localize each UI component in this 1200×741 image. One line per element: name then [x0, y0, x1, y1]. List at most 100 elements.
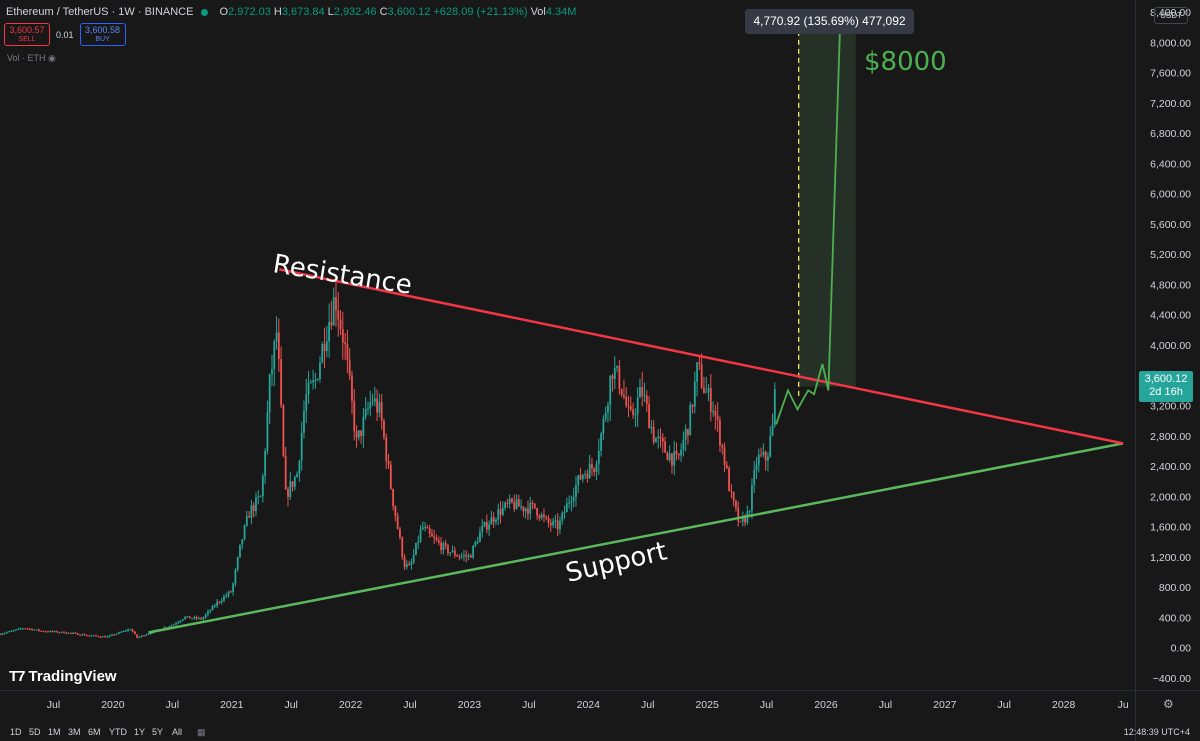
- candle-body: [83, 634, 86, 636]
- tradingview-logo[interactable]: T7 TradingView: [9, 668, 117, 685]
- candle-body: [101, 636, 104, 638]
- candle-body: [682, 439, 685, 450]
- candle-body: [716, 415, 719, 420]
- candle-body: [380, 402, 383, 421]
- candle-body: [21, 628, 24, 630]
- candle-body: [3, 633, 6, 635]
- candle-body: [559, 520, 561, 530]
- candle-body: [579, 475, 582, 480]
- candle-body: [490, 517, 493, 525]
- candle-body: [572, 497, 575, 501]
- range-1d[interactable]: 1D: [10, 727, 22, 737]
- candle-body: [495, 519, 497, 522]
- candle-body: [111, 634, 113, 636]
- candle-body: [760, 454, 762, 456]
- candle-body: [428, 528, 431, 534]
- candle-body: [474, 542, 477, 546]
- candle-body: [504, 502, 507, 508]
- candle-body: [456, 555, 459, 557]
- candle-body: [138, 636, 141, 638]
- gear-icon[interactable]: ⚙: [1163, 697, 1174, 711]
- candle-body: [357, 430, 360, 438]
- time-tick-label: Jul: [522, 699, 535, 711]
- close-value: 3,600.12: [387, 6, 431, 18]
- range-5y[interactable]: 5Y: [152, 727, 164, 737]
- candle-body: [401, 537, 404, 558]
- candle-body: [543, 514, 545, 517]
- range-3m[interactable]: 3M: [68, 727, 81, 737]
- utc-clock[interactable]: 12:48:39 UTC+4: [1123, 727, 1190, 737]
- candle-body: [593, 468, 596, 473]
- candle-body: [437, 540, 440, 543]
- date-range-icon[interactable]: ▦: [197, 727, 206, 737]
- range-1m[interactable]: 1M: [48, 727, 61, 737]
- candle-body: [586, 473, 589, 479]
- candle-body: [561, 512, 564, 521]
- price-tick-label: 3,200.00: [1150, 401, 1191, 413]
- sell-button[interactable]: 3,600.57 SELL: [4, 23, 50, 46]
- candle-body: [300, 432, 303, 461]
- candle-body: [268, 374, 271, 413]
- candle-body: [412, 554, 415, 563]
- candle-body: [426, 527, 429, 529]
- range-all[interactable]: All: [172, 727, 183, 737]
- candle-body: [565, 503, 568, 513]
- price-tick-label: 6,000.00: [1150, 189, 1191, 201]
- candle-body: [664, 441, 666, 453]
- candle-body: [748, 510, 751, 512]
- candle-body: [17, 628, 20, 630]
- currency-button[interactable]: USDT: [1154, 7, 1188, 24]
- candle-body: [90, 635, 93, 637]
- candle-body: [248, 516, 251, 518]
- candle-body: [207, 611, 209, 615]
- range-ytd[interactable]: YTD: [109, 727, 127, 737]
- candle-body: [255, 497, 257, 511]
- candle-body: [773, 388, 776, 425]
- candle-body: [483, 522, 486, 526]
- candle-body: [513, 502, 516, 509]
- candle-body: [693, 381, 696, 407]
- eye-icon[interactable]: ◉: [48, 53, 56, 63]
- candle-body: [339, 319, 342, 330]
- candle-body: [328, 322, 331, 342]
- candle-body: [703, 387, 705, 393]
- price-tick-label: 1,600.00: [1150, 522, 1191, 534]
- candle-body: [485, 522, 488, 530]
- open-value: 2,972.03: [228, 6, 271, 18]
- candle-body: [122, 630, 125, 632]
- last-price: 3,600.12: [1144, 373, 1188, 385]
- candle-body: [611, 375, 614, 379]
- range-6m[interactable]: 6M: [88, 727, 101, 737]
- candle-body: [42, 630, 45, 632]
- time-tick-label: Jul: [760, 699, 773, 711]
- candle-body: [449, 552, 452, 554]
- candle-body: [415, 542, 417, 555]
- range-1y[interactable]: 1Y: [134, 727, 146, 737]
- volume-study-label[interactable]: Vol · ETH ◉: [7, 53, 56, 64]
- bottom-toolbar: 1D 5D 1M 3M 6M YTD 1Y 5Y All ▦ 12:48:39 …: [0, 722, 1200, 741]
- buy-button[interactable]: 3,600.58 BUY: [79, 23, 126, 46]
- candle-body: [131, 629, 134, 632]
- candles: [0, 280, 776, 639]
- symbol-title[interactable]: Ethereum / TetherUS · 1W · BINANCE: [6, 6, 194, 18]
- candle-body: [209, 610, 212, 612]
- candle-body: [179, 620, 182, 622]
- trade-buttons: 3,600.57 SELL 0.01 3,600.58 BUY: [4, 23, 126, 46]
- candle-body: [595, 463, 598, 473]
- range-5d[interactable]: 5D: [29, 727, 41, 737]
- candle-body: [353, 400, 356, 432]
- candle-body: [508, 498, 511, 504]
- candle-body: [303, 411, 305, 433]
- candle-body: [643, 395, 646, 397]
- candle-body: [460, 555, 463, 557]
- brand-name: TradingView: [28, 668, 117, 685]
- candle-body: [74, 632, 77, 634]
- time-tick-label: 2022: [339, 699, 363, 711]
- candle-body: [321, 344, 324, 363]
- candle-body: [591, 464, 593, 469]
- candle-body: [700, 364, 703, 388]
- candle-body: [346, 343, 349, 360]
- candle-body: [223, 596, 225, 601]
- market-status-icon: [201, 8, 209, 16]
